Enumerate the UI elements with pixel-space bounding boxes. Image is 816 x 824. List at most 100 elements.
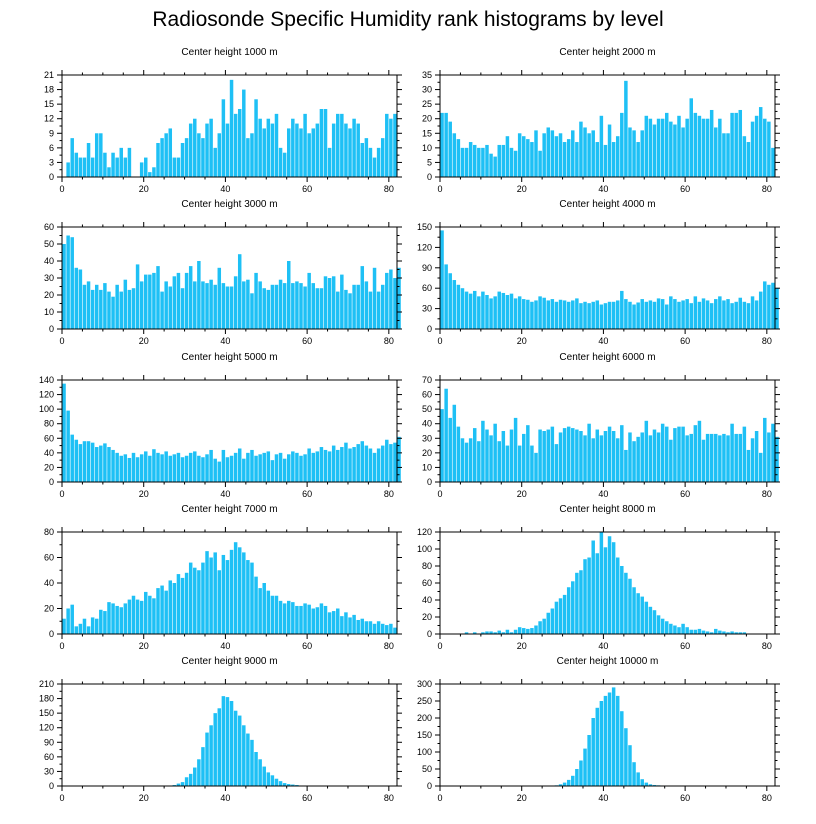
bar xyxy=(254,99,258,177)
bar xyxy=(652,429,657,482)
bar xyxy=(176,272,181,329)
bar xyxy=(599,115,604,177)
bar xyxy=(571,130,575,177)
bar xyxy=(70,604,74,634)
bar xyxy=(307,604,311,634)
bar xyxy=(546,429,551,482)
bar xyxy=(352,614,356,635)
bar xyxy=(550,426,555,482)
bar xyxy=(99,133,103,177)
bar xyxy=(685,299,689,329)
bar xyxy=(188,562,193,634)
bar xyxy=(193,567,197,634)
bar xyxy=(489,153,493,177)
bar xyxy=(607,124,612,177)
x-tick-label: 40 xyxy=(220,336,230,346)
bar xyxy=(522,136,526,177)
bar xyxy=(144,274,148,329)
x-tick-label: 40 xyxy=(220,489,230,499)
bar xyxy=(685,435,689,482)
bar xyxy=(738,297,743,329)
bar xyxy=(534,625,538,634)
bar xyxy=(615,438,620,482)
bar xyxy=(526,425,530,482)
bar xyxy=(344,612,348,634)
bar xyxy=(571,775,575,786)
bar xyxy=(213,713,217,786)
bar xyxy=(558,133,563,177)
bar xyxy=(669,623,673,634)
panel-title: Center height 2000 m xyxy=(559,47,655,58)
x-tick-label: 40 xyxy=(598,489,608,499)
bar xyxy=(542,133,546,177)
bar xyxy=(566,779,571,786)
bar xyxy=(307,448,311,482)
bar xyxy=(295,123,299,177)
bar xyxy=(456,426,461,482)
y-tick-label: 120 xyxy=(417,527,432,537)
bar xyxy=(730,631,734,634)
bar xyxy=(595,707,600,786)
bar xyxy=(497,630,501,634)
chart-panel-8: Center height 8000 m 0 20 40 60 80 0 20 40 60 80 10… xyxy=(417,504,780,651)
y-tick-label: 10 xyxy=(44,307,54,317)
bar xyxy=(352,118,356,177)
bar xyxy=(348,617,352,634)
bar xyxy=(628,745,632,786)
bar xyxy=(229,701,234,786)
y-tick-label: 100 xyxy=(39,404,54,414)
bar xyxy=(221,696,226,786)
y-tick-label: 0 xyxy=(49,781,54,791)
bar xyxy=(624,80,628,177)
bar xyxy=(509,429,514,482)
x-tick-label: 60 xyxy=(302,641,312,651)
bar xyxy=(734,301,738,329)
bar xyxy=(522,433,526,482)
x-tick-label: 0 xyxy=(59,793,64,803)
bar xyxy=(209,279,213,329)
bar xyxy=(115,605,119,634)
y-tick-label: 12 xyxy=(44,114,54,124)
bar xyxy=(282,283,287,329)
bar xyxy=(595,553,600,634)
bar xyxy=(197,455,201,482)
bar xyxy=(763,417,767,482)
bar xyxy=(315,288,320,329)
plot-frame xyxy=(61,683,398,787)
bar xyxy=(554,301,559,329)
x-tick-label: 0 xyxy=(437,336,442,346)
bar xyxy=(579,303,583,329)
bar xyxy=(364,445,369,482)
bar xyxy=(356,284,360,329)
bar xyxy=(295,281,299,329)
bar xyxy=(624,572,628,634)
bar xyxy=(356,444,360,482)
bar xyxy=(656,298,661,329)
bar xyxy=(750,438,755,482)
bar xyxy=(767,121,771,177)
bar xyxy=(730,423,734,482)
bar xyxy=(701,298,706,329)
x-tick-label: 80 xyxy=(384,641,394,651)
bar xyxy=(485,295,489,329)
bar xyxy=(481,632,485,634)
bar xyxy=(652,301,657,329)
bar xyxy=(225,123,230,177)
panel-title: Center height 9000 m xyxy=(181,656,277,667)
bar xyxy=(464,632,469,634)
bar xyxy=(319,603,324,634)
bar xyxy=(90,442,95,482)
bar xyxy=(233,710,238,786)
bar xyxy=(758,452,763,482)
bar xyxy=(237,254,242,329)
bar xyxy=(201,457,205,482)
bar xyxy=(697,628,702,634)
bar xyxy=(534,452,538,482)
bar xyxy=(180,782,185,786)
x-tick-label: 0 xyxy=(59,336,64,346)
bar xyxy=(123,603,128,634)
bar xyxy=(718,630,722,634)
bar xyxy=(742,426,747,482)
x-tick-label: 0 xyxy=(59,184,64,194)
bar xyxy=(477,441,481,482)
